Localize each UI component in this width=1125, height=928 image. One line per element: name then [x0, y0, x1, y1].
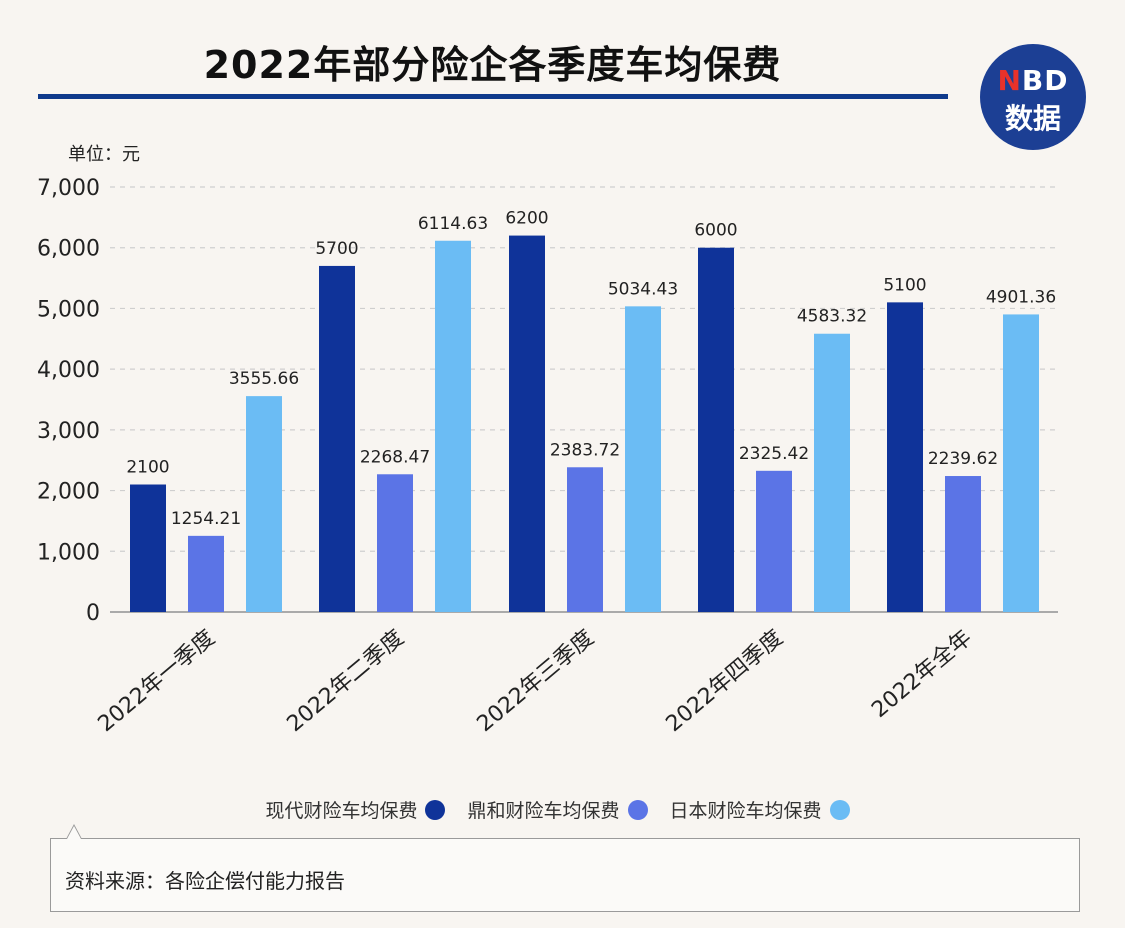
- y-tick-label: 6,000: [37, 237, 100, 262]
- bar: [814, 333, 850, 612]
- logo-bd-letters: BD: [1021, 64, 1069, 97]
- x-tick-label: 2022年全年: [867, 625, 977, 723]
- logo-n-letter: N: [997, 64, 1022, 97]
- bar: [625, 306, 661, 612]
- bar: [567, 467, 603, 612]
- logo-shuju-text: 数据: [1004, 102, 1061, 135]
- y-tick-label: 3,000: [37, 419, 100, 444]
- bar: [188, 535, 224, 612]
- bar: [319, 265, 355, 612]
- x-tick-label: 2022年四季度: [661, 625, 787, 737]
- source-text: 资料来源：各险企偿付能力报告: [65, 869, 345, 893]
- bar-value-label: 2239.62: [928, 449, 998, 469]
- bar-value-label: 3555.66: [229, 369, 299, 389]
- bar: [698, 247, 734, 612]
- bar-value-label: 2268.47: [360, 447, 430, 467]
- x-tick-label: 2022年三季度: [472, 625, 598, 737]
- bar: [509, 235, 545, 613]
- bar: [887, 302, 923, 612]
- bar-value-label: 6200: [505, 209, 548, 229]
- legend-label: 日本财险车均保费: [669, 800, 822, 822]
- bar-chart: 0 1,000 2,000 3,000 4,000 5,000 6,000 7,000 2022…: [37, 144, 1058, 737]
- x-tick-label: 2022年一季度: [93, 625, 219, 737]
- bar: [246, 396, 282, 612]
- logo-nbd-text: NBD: [980, 64, 1086, 97]
- unit-label: 单位：元: [68, 144, 140, 165]
- legend-entry: 鼎和财险车均保费: [467, 796, 657, 823]
- bar-value-label: 5700: [315, 239, 358, 259]
- bar: [377, 474, 413, 612]
- x-tick-label: 2022年二季度: [282, 625, 408, 737]
- label-layer: 2100 1254.21 3555.66 5700 2268.47 6114.63 6200…: [126, 209, 1056, 529]
- bar: [130, 484, 166, 612]
- bar-value-label: 2325.42: [739, 444, 809, 464]
- bar-value-label: 4901.36: [986, 287, 1056, 307]
- bar: [1003, 314, 1039, 612]
- legend-dot-icon: [829, 799, 850, 820]
- bar-value-label: 6114.63: [418, 214, 488, 234]
- y-tick-label: 4,000: [37, 358, 100, 383]
- nbd-logo: NBD 数据: [980, 44, 1086, 150]
- bar-value-label: 5034.43: [608, 279, 678, 299]
- chart-title: 2022年部分险企各季度车均保费: [203, 43, 782, 87]
- chart-legend: 现代财险车均保费 鼎和财险车均保费 日本财险车均保费: [0, 796, 1125, 823]
- legend-dot-icon: [425, 799, 446, 820]
- legend-dot-icon: [627, 799, 648, 820]
- source-box-notch: [66, 824, 82, 839]
- source-box: 资料来源：各险企偿付能力报告: [50, 824, 1080, 912]
- title-underline: [38, 94, 948, 99]
- bar: [945, 476, 981, 612]
- bar-value-label: 1254.21: [171, 509, 241, 529]
- y-tick-label: 5,000: [37, 297, 100, 322]
- bar-value-label: 2383.72: [550, 440, 620, 460]
- y-tick-label: 7,000: [37, 176, 100, 201]
- bar: [756, 470, 792, 612]
- bar-value-label: 6000: [694, 221, 737, 241]
- legend-label: 鼎和财险车均保费: [467, 800, 620, 822]
- y-tick-label: 2,000: [37, 480, 100, 505]
- bar-value-label: 2100: [126, 458, 169, 478]
- legend-entry: 现代财险车均保费: [265, 796, 455, 823]
- y-tick-label: 1,000: [37, 540, 100, 565]
- legend-label: 现代财险车均保费: [265, 800, 418, 822]
- bar-value-label: 4583.32: [797, 307, 867, 327]
- legend-entry: 日本财险车均保费: [670, 796, 860, 823]
- bar-value-label: 5100: [883, 275, 926, 295]
- y-tick-label: 0: [86, 601, 100, 626]
- bar: [435, 240, 471, 612]
- bar-layer: [130, 235, 1039, 613]
